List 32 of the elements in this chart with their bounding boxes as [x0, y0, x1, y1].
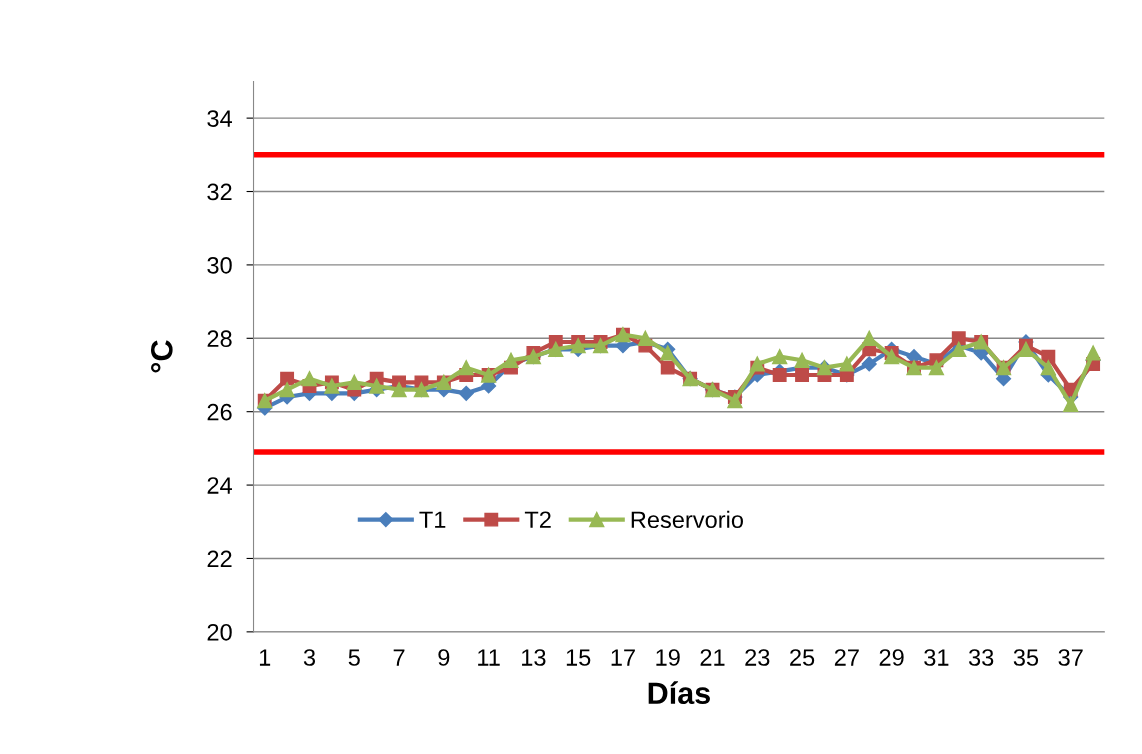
legend-label: T2: [524, 511, 551, 528]
y-tick-label: 20: [207, 623, 232, 641]
x-tick-label: 7: [393, 649, 405, 666]
x-tick-label: 15: [566, 649, 591, 666]
y-tick-label: 22: [207, 550, 232, 568]
x-tick-label: 17: [611, 649, 635, 666]
x-tick-label: 9: [438, 649, 450, 666]
legend-label: Reservorio: [631, 510, 743, 529]
x-tick-label: 27: [834, 649, 859, 666]
x-tick-label: 25: [790, 649, 815, 666]
x-tick-label: 19: [656, 649, 680, 666]
x-tick-label: 3: [303, 649, 316, 666]
x-tick-label: 5: [348, 649, 360, 666]
x-tick-label: 37: [1058, 649, 1083, 666]
x-tick-label: 21: [700, 649, 725, 666]
x-tick-label: 29: [879, 649, 904, 666]
x-tick-label: 13: [522, 649, 546, 666]
legend-label: T1: [419, 511, 446, 528]
x-tick-label: 1: [259, 649, 271, 666]
y-tick-label: 26: [207, 403, 232, 421]
x-tick-label: 35: [1013, 649, 1039, 666]
x-tick-label: 31: [924, 649, 949, 666]
y-tick-label: 28: [207, 330, 232, 348]
y-tick-label: 30: [207, 256, 232, 274]
x-tick-label: 11: [478, 649, 500, 666]
y-tick-label: 32: [207, 183, 232, 201]
y-tick-label: 34: [207, 110, 232, 127]
y-tick-label: 24: [207, 477, 232, 494]
x-axis-title: Días: [648, 681, 710, 705]
y-axis-title: °C: [150, 340, 173, 373]
x-tick-label: 23: [745, 649, 770, 666]
x-tick-label: 33: [968, 649, 994, 666]
